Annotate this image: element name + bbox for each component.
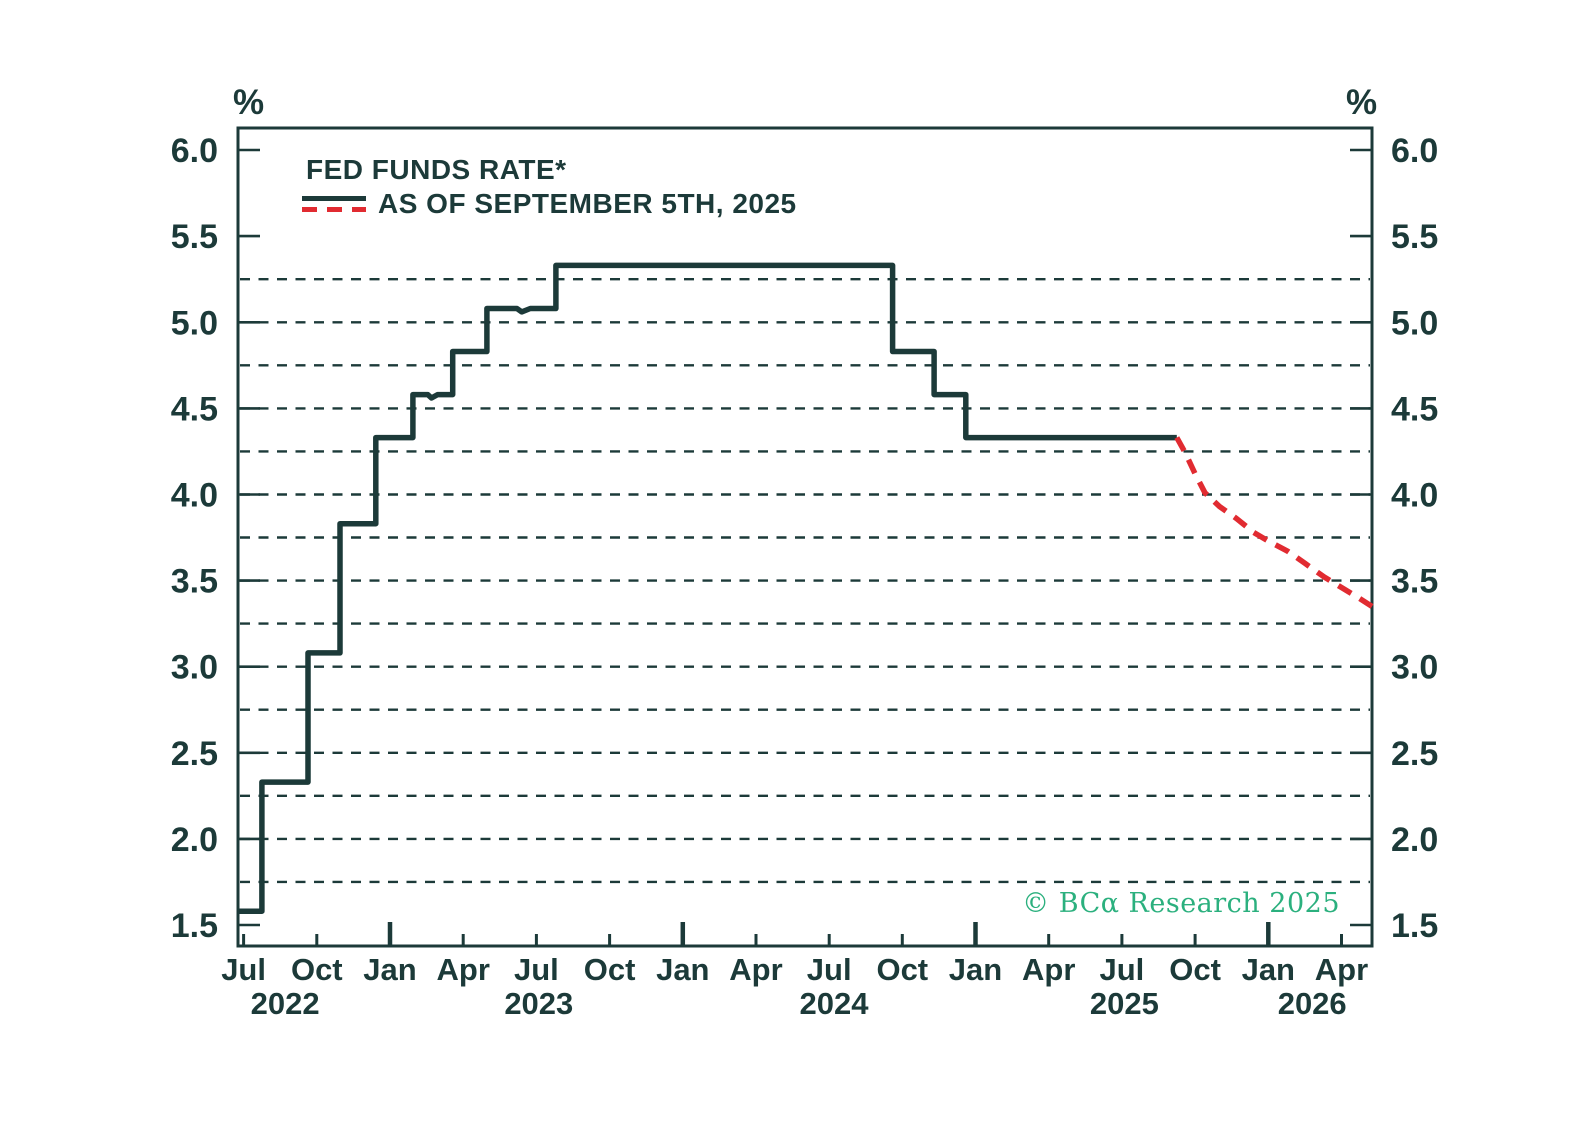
x-axis-month-label: Jan	[949, 952, 1002, 987]
y-axis-label-left: 1.5	[171, 907, 218, 945]
legend-line-mark	[302, 196, 366, 212]
x-axis-year-label: 2026	[1278, 986, 1347, 1021]
y-axis-label-right: 3.5	[1391, 563, 1438, 601]
y-axis-label-left: 2.0	[171, 821, 218, 859]
x-axis-month-label: Oct	[584, 952, 636, 987]
y-axis-label-right: 1.5	[1391, 907, 1438, 945]
y-axis-label-left: 3.5	[171, 563, 218, 601]
x-axis-month-label: Oct	[291, 952, 343, 987]
x-axis-month-label: Jan	[1242, 952, 1295, 987]
y-axis-label-right: 6.0	[1391, 132, 1438, 170]
x-axis-year-label: 2025	[1090, 986, 1159, 1021]
plot-border	[236, 126, 1374, 948]
dashed-line-swatch	[302, 207, 366, 212]
x-axis-month-label: Jul	[514, 952, 559, 987]
x-axis-year-label: 2022	[251, 986, 320, 1021]
y-axis-unit-left: %	[233, 83, 265, 122]
y-axis-label-right: 4.5	[1391, 390, 1438, 428]
legend-entry-projection: AS OF SEPTEMBER 5TH, 2025	[302, 189, 797, 219]
x-axis-year-label: 2024	[800, 986, 870, 1021]
x-axis-month-label: Jan	[656, 952, 709, 987]
x-axis-year-label: 2023	[504, 986, 573, 1021]
y-axis-label-right: 2.5	[1391, 735, 1438, 773]
x-axis-month-label: Apr	[729, 952, 782, 987]
legend-title: FED FUNDS RATE*	[306, 154, 567, 185]
y-axis-label-left: 4.5	[171, 390, 218, 428]
y-axis-label-left: 5.5	[171, 218, 218, 256]
y-axis-label-left: 4.0	[171, 476, 218, 514]
y-axis-label-left: 6.0	[171, 132, 218, 170]
y-axis-label-right: 5.0	[1391, 304, 1438, 342]
x-axis-month-label: Jul	[1100, 952, 1145, 987]
series-historical-line	[238, 262, 1177, 914]
y-axis-unit-right: %	[1346, 83, 1378, 122]
legend-projection-label: AS OF SEPTEMBER 5TH, 2025	[378, 188, 797, 219]
y-axis-label-right: 2.0	[1391, 821, 1438, 859]
y-axis-label-left: 2.5	[171, 735, 218, 773]
x-axis-month-label: Jan	[363, 952, 416, 987]
y-axis-label-left: 5.0	[171, 304, 218, 342]
x-axis-month-label: Oct	[876, 952, 928, 987]
x-axis-month-label: Oct	[1169, 952, 1221, 987]
x-axis-month-label: Apr	[437, 952, 490, 987]
y-axis-label-right: 3.0	[1391, 649, 1438, 687]
solid-line-swatch	[302, 196, 366, 201]
x-axis-month-label: Jul	[221, 952, 266, 987]
x-axis-month-label: Apr	[1315, 952, 1368, 987]
y-axis-label-right: 4.0	[1391, 476, 1438, 514]
series-projection-line	[1174, 436, 1374, 609]
y-axis-label-left: 3.0	[171, 649, 218, 687]
source-watermark: © BCα Research 2025	[1022, 888, 1340, 919]
chart-legend: FED FUNDS RATE* AS OF SEPTEMBER 5TH, 202…	[302, 155, 797, 219]
x-axis-month-label: Apr	[1022, 952, 1075, 987]
x-axis-month-label: Jul	[807, 952, 852, 987]
y-axis-label-right: 5.5	[1391, 218, 1438, 256]
